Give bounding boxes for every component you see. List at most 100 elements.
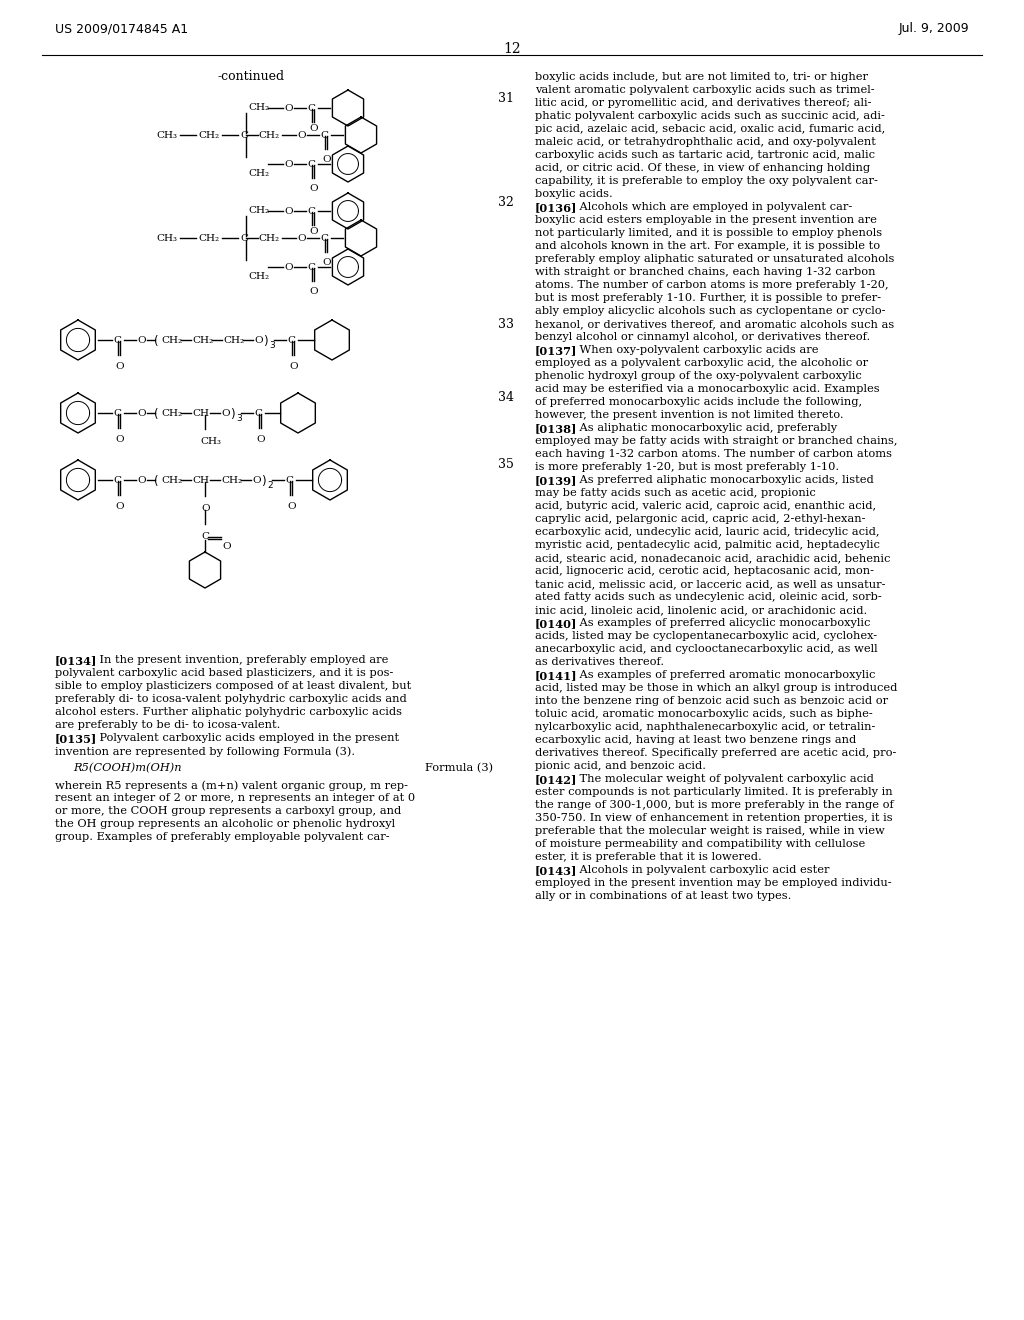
Text: is more preferably 1-20, but is most preferably 1-10.: is more preferably 1-20, but is most pre…	[535, 462, 839, 473]
Text: carboxylic acids such as tartaric acid, tartronic acid, malic: carboxylic acids such as tartaric acid, …	[535, 150, 874, 160]
Text: resent an integer of 2 or more, n represents an integer of at 0: resent an integer of 2 or more, n repres…	[55, 793, 415, 803]
Text: CH₃: CH₃	[200, 437, 221, 446]
Text: 12: 12	[503, 42, 521, 55]
Text: C: C	[201, 532, 209, 541]
Text: inic acid, linoleic acid, linolenic acid, or arachidonic acid.: inic acid, linoleic acid, linolenic acid…	[535, 605, 867, 615]
Text: CH₂: CH₂	[198, 131, 219, 140]
Text: ated fatty acids such as undecylenic acid, oleinic acid, sorb-: ated fatty acids such as undecylenic aci…	[535, 591, 882, 602]
Text: O: O	[201, 504, 210, 513]
Text: ester compounds is not particularly limited. It is preferably in: ester compounds is not particularly limi…	[535, 787, 893, 797]
Text: C: C	[307, 207, 315, 216]
Text: O: O	[252, 477, 261, 484]
Text: As examples of preferred aromatic monocarboxylic: As examples of preferred aromatic monoca…	[565, 671, 876, 680]
Text: O: O	[115, 502, 124, 511]
Text: 3: 3	[236, 414, 242, 422]
Text: Alcohols in polyvalent carboxylic acid ester: Alcohols in polyvalent carboxylic acid e…	[565, 865, 829, 875]
Text: caprylic acid, pelargonic acid, capric acid, 2-ethyl-hexan-: caprylic acid, pelargonic acid, capric a…	[535, 513, 865, 524]
Text: pionic acid, and benzoic acid.: pionic acid, and benzoic acid.	[535, 762, 706, 771]
Text: however, the present invention is not limited thereto.: however, the present invention is not li…	[535, 411, 844, 420]
Text: C: C	[113, 477, 121, 484]
Text: C: C	[319, 234, 328, 243]
Text: 33: 33	[498, 318, 514, 331]
Text: anecarboxylic acid, and cyclooctanecarboxylic acid, as well: anecarboxylic acid, and cyclooctanecarbo…	[535, 644, 878, 653]
Text: ): )	[261, 475, 265, 488]
Text: CH₂: CH₂	[161, 337, 182, 345]
Text: as derivatives thereof.: as derivatives thereof.	[535, 657, 665, 667]
Text: nylcarboxylic acid, naphthalenecarboxylic acid, or tetralin-: nylcarboxylic acid, naphthalenecarboxyli…	[535, 722, 876, 733]
Text: C: C	[285, 477, 293, 484]
Text: CH₃: CH₃	[156, 234, 177, 243]
Text: invention are represented by following Formula (3).: invention are represented by following F…	[55, 746, 355, 756]
Text: [0141]: [0141]	[535, 671, 578, 681]
Text: acid, or citric acid. Of these, in view of enhancing holding: acid, or citric acid. Of these, in view …	[535, 162, 870, 173]
Text: [0137]: [0137]	[535, 345, 578, 356]
Text: CH₃: CH₃	[156, 131, 177, 140]
Text: O: O	[222, 543, 230, 550]
Text: preferably employ aliphatic saturated or unsaturated alcohols: preferably employ aliphatic saturated or…	[535, 253, 894, 264]
Text: CH₂: CH₂	[248, 169, 269, 178]
Text: The molecular weight of polyvalent carboxylic acid: The molecular weight of polyvalent carbo…	[565, 774, 874, 784]
Text: atoms. The number of carbon atoms is more preferably 1-20,: atoms. The number of carbon atoms is mor…	[535, 280, 889, 290]
Text: maleic acid, or tetrahydrophthalic acid, and oxy-polyvalent: maleic acid, or tetrahydrophthalic acid,…	[535, 137, 876, 147]
Text: group. Examples of preferably employable polyvalent car-: group. Examples of preferably employable…	[55, 832, 389, 842]
Text: phatic polyvalent carboxylic acids such as succinic acid, adi-: phatic polyvalent carboxylic acids such …	[535, 111, 885, 121]
Text: [0139]: [0139]	[535, 475, 578, 486]
Text: -continued: -continued	[218, 70, 285, 83]
Text: 31: 31	[498, 92, 514, 106]
Text: CH₂: CH₂	[258, 234, 280, 243]
Text: C: C	[307, 263, 315, 272]
Text: acid, lignoceric acid, cerotic acid, heptacosanic acid, mon-: acid, lignoceric acid, cerotic acid, hep…	[535, 566, 874, 576]
Text: 350-750. In view of enhancement in retention properties, it is: 350-750. In view of enhancement in reten…	[535, 813, 893, 822]
Text: O: O	[309, 227, 317, 236]
Text: benzyl alcohol or cinnamyl alcohol, or derivatives thereof.: benzyl alcohol or cinnamyl alcohol, or d…	[535, 333, 870, 342]
Text: into the benzene ring of benzoic acid such as benzoic acid or: into the benzene ring of benzoic acid su…	[535, 696, 888, 706]
Text: 3: 3	[269, 341, 274, 350]
Text: and alcohols known in the art. For example, it is possible to: and alcohols known in the art. For examp…	[535, 242, 880, 251]
Text: CH₂: CH₂	[258, 131, 280, 140]
Text: C: C	[240, 131, 248, 140]
Text: CH₂: CH₂	[223, 337, 244, 345]
Text: 34: 34	[498, 391, 514, 404]
Text: ecarboxylic acid, undecylic acid, lauric acid, tridecylic acid,: ecarboxylic acid, undecylic acid, lauric…	[535, 527, 880, 537]
Text: C: C	[113, 409, 121, 418]
Text: [0140]: [0140]	[535, 618, 578, 630]
Text: O: O	[284, 207, 293, 216]
Text: CH: CH	[193, 477, 209, 484]
Text: O: O	[284, 160, 293, 169]
Text: boxylic acids include, but are not limited to, tri- or higher: boxylic acids include, but are not limit…	[535, 73, 868, 82]
Text: not particularly limited, and it is possible to employ phenols: not particularly limited, and it is poss…	[535, 228, 882, 238]
Text: hexanol, or derivatives thereof, and aromatic alcohols such as: hexanol, or derivatives thereof, and aro…	[535, 319, 894, 329]
Text: O: O	[256, 436, 264, 444]
Text: boxylic acids.: boxylic acids.	[535, 189, 612, 199]
Text: O: O	[309, 183, 317, 193]
Text: are preferably to be di- to icosa-valent.: are preferably to be di- to icosa-valent…	[55, 719, 281, 730]
Text: CH₂: CH₂	[248, 103, 269, 112]
Text: O: O	[309, 286, 317, 296]
Text: O: O	[309, 124, 317, 133]
Text: [0138]: [0138]	[535, 422, 578, 434]
Text: the OH group represents an alcoholic or phenolic hydroxyl: the OH group represents an alcoholic or …	[55, 818, 395, 829]
Text: [0136]: [0136]	[535, 202, 578, 213]
Text: O: O	[284, 263, 293, 272]
Text: tanic acid, melissic acid, or lacceric acid, as well as unsatur-: tanic acid, melissic acid, or lacceric a…	[535, 579, 886, 589]
Text: sible to employ plasticizers composed of at least divalent, but: sible to employ plasticizers composed of…	[55, 681, 412, 690]
Text: CH₂: CH₂	[248, 206, 269, 215]
Text: alcohol esters. Further aliphatic polyhydric carboxylic acids: alcohol esters. Further aliphatic polyhy…	[55, 708, 402, 717]
Text: wherein R5 represents a (m+n) valent organic group, m rep-: wherein R5 represents a (m+n) valent org…	[55, 780, 408, 791]
Text: preferable that the molecular weight is raised, while in view: preferable that the molecular weight is …	[535, 826, 885, 836]
Text: ably employ alicyclic alcohols such as cyclopentane or cyclo-: ably employ alicyclic alcohols such as c…	[535, 306, 886, 315]
Text: acid, listed may be those in which an alkyl group is introduced: acid, listed may be those in which an al…	[535, 682, 897, 693]
Text: O: O	[289, 362, 298, 371]
Text: [0135]: [0135]	[55, 733, 97, 744]
Text: 2: 2	[267, 480, 272, 490]
Text: O: O	[284, 104, 293, 114]
Text: preferably di- to icosa-valent polyhydric carboxylic acids and: preferably di- to icosa-valent polyhydri…	[55, 694, 407, 704]
Text: valent aromatic polyvalent carboxylic acids such as trimel-: valent aromatic polyvalent carboxylic ac…	[535, 84, 874, 95]
Text: boxylic acid esters employable in the present invention are: boxylic acid esters employable in the pr…	[535, 215, 877, 224]
Text: CH: CH	[193, 409, 209, 418]
Text: acid may be esterified via a monocarboxylic acid. Examples: acid may be esterified via a monocarboxy…	[535, 384, 880, 393]
Text: CH₂: CH₂	[161, 409, 182, 418]
Text: employed in the present invention may be employed individu-: employed in the present invention may be…	[535, 878, 892, 888]
Text: As examples of preferred alicyclic monocarboxylic: As examples of preferred alicyclic monoc…	[565, 618, 870, 628]
Text: C: C	[254, 409, 262, 418]
